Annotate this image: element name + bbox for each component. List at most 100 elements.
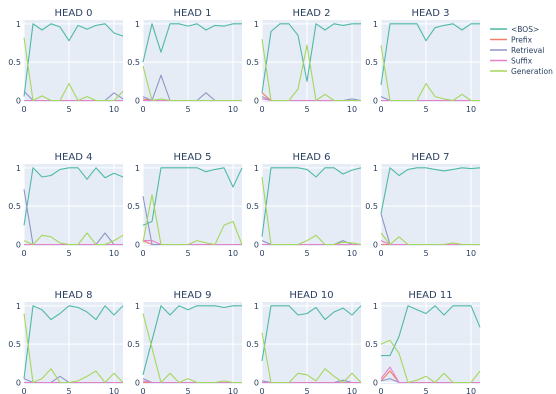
- y-tick-label: 0.5: [8, 202, 21, 211]
- plot-area: [24, 164, 123, 246]
- legend-item-retrieval: Retrieval: [490, 46, 544, 55]
- subplot-title: HEAD 0: [55, 8, 93, 19]
- y-tick-label: 1: [254, 164, 259, 173]
- series-line-generation: [261, 332, 362, 384]
- series-line-generation: [142, 65, 242, 102]
- series-line-generation: [23, 232, 124, 246]
- legend-label: <BOS>: [511, 25, 539, 34]
- x-tick-label: 10: [109, 249, 119, 258]
- series-line-generation: [380, 45, 480, 102]
- subplot-head-8: HEAD 800.510 5 10: [8, 290, 124, 394]
- legend-item-generation: Generation: [490, 67, 553, 76]
- x-tick-label: 5: [66, 249, 71, 258]
- y-tick-label: 0.5: [365, 340, 378, 349]
- legend-label: Retrieval: [511, 46, 544, 55]
- y-tick-label: 0.5: [246, 340, 259, 349]
- subplot-title: HEAD 6: [293, 152, 331, 163]
- series-line-suffix: [143, 240, 242, 246]
- series-line-bos: [261, 23, 361, 93]
- series-line-bos: [142, 305, 242, 375]
- series-line-generation: [23, 313, 124, 384]
- subplot-head-6: HEAD 600.510 5 10: [246, 152, 362, 258]
- legend-item-prefix: Prefix: [490, 36, 533, 45]
- y-tick-label: 1: [135, 302, 140, 311]
- plot-area: [262, 20, 361, 102]
- series-line-bos: [261, 167, 362, 237]
- x-tick-label: 0: [21, 105, 26, 114]
- series-line-bos: [23, 23, 124, 97]
- y-tick-label: 1: [16, 164, 21, 173]
- plot-area: [381, 302, 480, 384]
- y-tick-label: 0: [254, 240, 259, 249]
- y-tick-label: 0: [254, 96, 259, 105]
- plot-area: [381, 164, 480, 246]
- y-tick-label: 0.5: [365, 202, 378, 211]
- series-line-generation: [142, 313, 242, 384]
- legend-item-suffix: Suffix: [490, 57, 533, 66]
- plot-area: [262, 164, 361, 246]
- y-tick-label: 1: [373, 302, 378, 311]
- legend-label: Prefix: [511, 36, 533, 45]
- x-tick-label: 0: [259, 387, 264, 394]
- y-tick-label: 0: [135, 96, 140, 105]
- plot-area: [24, 302, 123, 384]
- y-tick-label: 0.5: [246, 202, 259, 211]
- y-tick-label: 0: [373, 378, 378, 387]
- x-tick-label: 10: [347, 387, 357, 394]
- x-tick-label: 10: [347, 105, 357, 114]
- series-line-bos: [380, 167, 481, 214]
- series-line-bos: [142, 167, 243, 226]
- subplot-title: HEAD 5: [174, 152, 212, 163]
- y-tick-label: 0.5: [127, 340, 140, 349]
- series-line-bos: [380, 23, 480, 86]
- subplot-title: HEAD 4: [55, 152, 93, 163]
- y-tick-label: 0: [135, 240, 140, 249]
- y-tick-label: 0: [373, 240, 378, 249]
- series-line-bos: [23, 167, 124, 226]
- y-tick-label: 1: [16, 20, 21, 29]
- x-tick-label: 0: [140, 387, 145, 394]
- x-tick-label: 5: [304, 249, 309, 258]
- x-tick-label: 10: [466, 387, 476, 394]
- y-tick-label: 1: [254, 20, 259, 29]
- x-tick-label: 10: [466, 249, 476, 258]
- subplot-head-4: HEAD 400.510 5 10: [8, 152, 124, 258]
- x-tick-label: 10: [109, 387, 119, 394]
- x-tick-label: 5: [185, 249, 190, 258]
- subplot-head-0: HEAD 000.510 5 10: [8, 8, 124, 114]
- x-tick-label: 5: [185, 387, 190, 394]
- y-tick-label: 1: [373, 20, 378, 29]
- subplot-title: HEAD 1: [174, 8, 212, 19]
- y-tick-label: 0: [16, 96, 21, 105]
- series-line-bos: [381, 305, 481, 357]
- series-line-generation: [380, 339, 481, 384]
- series-line-generation: [261, 176, 362, 246]
- y-tick-label: 0: [373, 96, 378, 105]
- x-tick-label: 0: [140, 105, 145, 114]
- y-tick-label: 0: [16, 240, 21, 249]
- x-tick-label: 5: [423, 249, 428, 258]
- x-tick-label: 0: [378, 105, 383, 114]
- y-tick-label: 0.5: [127, 202, 140, 211]
- series-line-bos: [23, 305, 124, 379]
- x-tick-label: 0: [378, 249, 383, 258]
- subplot-head-9: HEAD 900.510 5 10: [127, 290, 242, 394]
- x-tick-label: 10: [347, 249, 357, 258]
- x-tick-label: 0: [21, 387, 26, 394]
- plot-area: [143, 302, 242, 384]
- x-tick-label: 5: [423, 105, 428, 114]
- y-tick-label: 1: [373, 164, 378, 173]
- y-tick-label: 0: [135, 378, 140, 387]
- x-tick-label: 10: [228, 105, 238, 114]
- subplot-title: HEAD 11: [408, 290, 452, 301]
- x-tick-label: 0: [259, 249, 264, 258]
- y-tick-label: 0.5: [365, 58, 378, 67]
- y-tick-label: 0: [254, 378, 259, 387]
- x-tick-label: 5: [304, 387, 309, 394]
- plot-area: [143, 20, 242, 102]
- series-line-generation: [23, 37, 124, 102]
- x-tick-label: 5: [423, 387, 428, 394]
